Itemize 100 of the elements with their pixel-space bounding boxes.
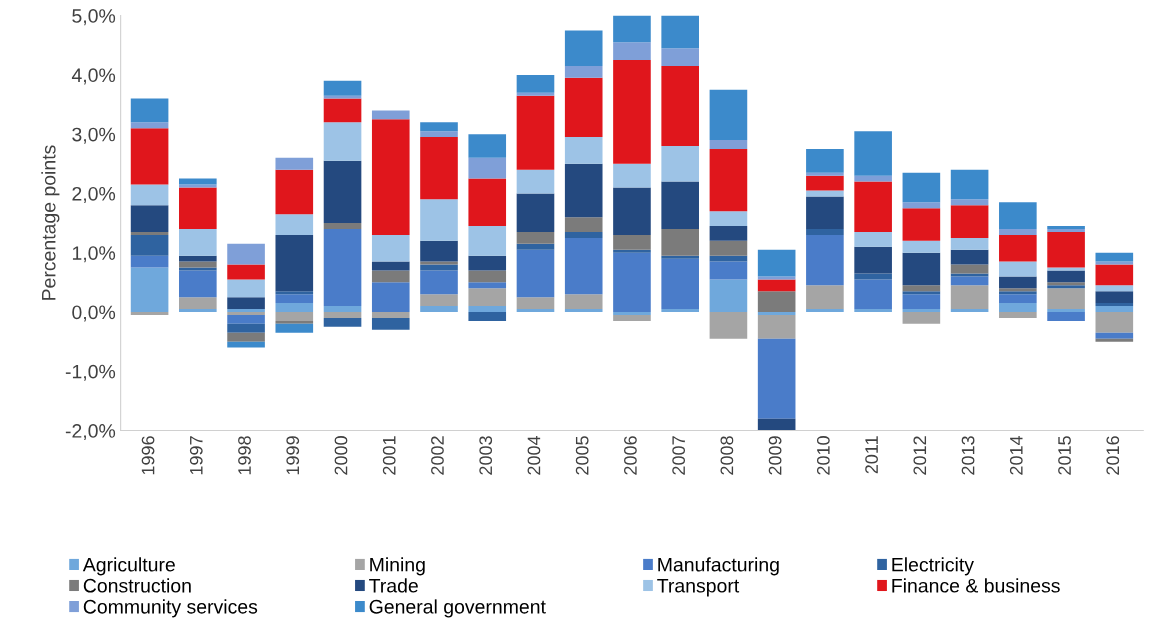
bar: [806, 175, 844, 191]
bar: [564, 77, 603, 138]
bar: [323, 160, 362, 224]
bar: [227, 332, 265, 342]
bar: [854, 181, 892, 232]
bar: [516, 309, 555, 312]
bar: [806, 190, 844, 197]
bar: [613, 60, 651, 164]
bar: [516, 92, 555, 96]
bar: [227, 297, 265, 310]
bar: [516, 231, 555, 244]
bar: [709, 240, 748, 256]
bar: [564, 294, 603, 310]
bar: [709, 148, 748, 212]
bar: [613, 249, 651, 253]
legend-label: General government: [369, 599, 546, 618]
bar: [757, 338, 796, 419]
bar: [275, 234, 314, 292]
bar: [709, 279, 748, 312]
x-tick-label: 2009: [768, 436, 782, 475]
x-tick-label: 2002: [431, 436, 444, 475]
x-tick-label: 2003: [479, 436, 493, 475]
bar: [1047, 270, 1085, 283]
legend-label: Construction: [83, 578, 191, 593]
y-tick-label: 3,0%: [72, 127, 116, 144]
x-tick-label: 2011: [865, 436, 878, 474]
bar: [661, 255, 699, 259]
bar: [420, 261, 458, 265]
x-tick-label: 2005: [575, 436, 589, 475]
bar: [371, 119, 410, 235]
x-tick-label: 1996: [141, 436, 155, 475]
bar: [468, 270, 507, 283]
bar: [468, 157, 507, 179]
bar: [179, 270, 217, 298]
bar: [854, 231, 892, 247]
legend-label: Finance & business: [892, 578, 1060, 593]
x-tick-label: 2012: [913, 436, 927, 475]
bar: [999, 202, 1037, 230]
bar: [323, 229, 362, 307]
bar: [130, 128, 169, 185]
bar: [468, 134, 507, 158]
bar: [757, 314, 796, 339]
bar: [420, 137, 458, 200]
bar: [950, 249, 989, 265]
bar: [130, 184, 169, 206]
bar: [757, 249, 796, 277]
bar: [420, 270, 458, 295]
bar: [371, 261, 410, 271]
bar: [757, 291, 796, 312]
bar: [757, 279, 796, 292]
legend-label: Agriculture: [82, 557, 175, 576]
bar: [902, 294, 941, 310]
x-tick-label: 2016: [1106, 436, 1120, 475]
bar: [227, 264, 265, 280]
bar: [420, 294, 458, 307]
bar: [564, 137, 603, 164]
bar: [1047, 267, 1085, 271]
bar: [806, 285, 844, 310]
bar: [709, 211, 748, 227]
bar: [1095, 312, 1134, 333]
x-tick-label: 2013: [961, 436, 975, 475]
bar: [806, 234, 844, 286]
bar: [1095, 306, 1134, 312]
bar: [323, 98, 362, 123]
bar: [179, 184, 217, 188]
bar: [130, 122, 169, 129]
x-tick-label: 1999: [286, 436, 300, 475]
bar: [516, 74, 555, 93]
bar: [1095, 332, 1134, 339]
bar: [902, 240, 941, 253]
bar: [371, 234, 410, 262]
bar: [371, 282, 410, 312]
bar: [902, 309, 941, 312]
bar: [709, 261, 748, 280]
bar: [420, 122, 458, 132]
x-tick-label: 2010: [816, 436, 830, 475]
bar: [323, 306, 362, 312]
bar: [323, 80, 362, 96]
bar: [950, 205, 989, 238]
x-tick-label: 2006: [624, 436, 637, 475]
bar: [564, 237, 603, 295]
bar: [999, 229, 1037, 235]
x-tick-label: 2007: [672, 436, 686, 475]
bar: [950, 273, 989, 277]
bar: [275, 157, 314, 170]
bar: [179, 309, 217, 312]
bar: [179, 297, 217, 310]
bar: [468, 255, 507, 271]
bar: [902, 202, 941, 209]
x-tick-label: 2001: [382, 436, 396, 475]
bar: [227, 323, 265, 333]
bar: [613, 163, 651, 188]
bar: [902, 285, 941, 292]
bar: [371, 312, 410, 318]
bar: [564, 309, 603, 312]
bar: [902, 312, 941, 324]
bar: [1047, 312, 1085, 321]
bar: [420, 306, 458, 312]
bar: [806, 148, 844, 173]
bar: [999, 312, 1037, 318]
